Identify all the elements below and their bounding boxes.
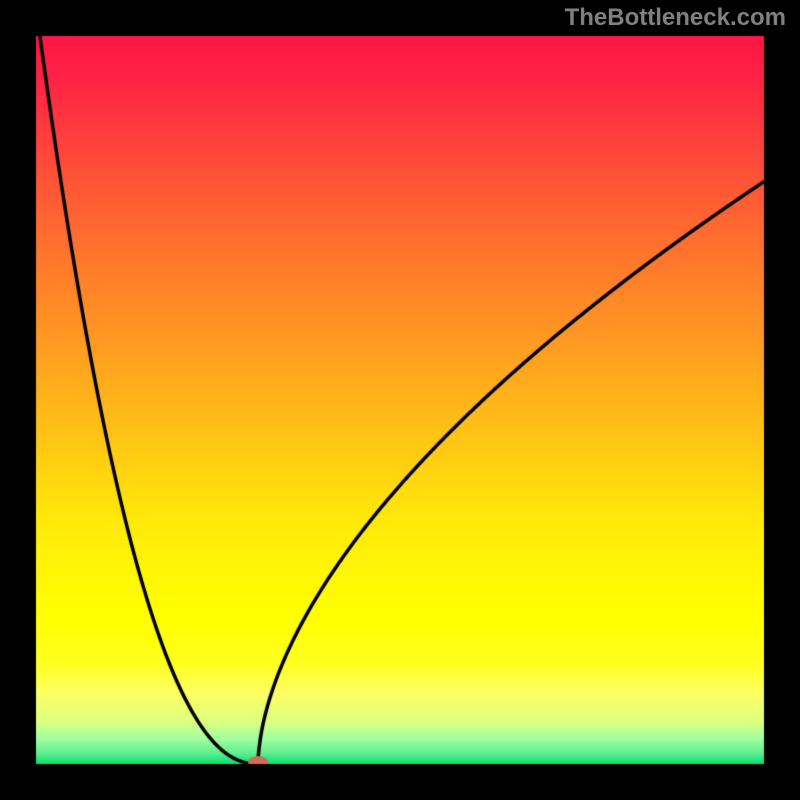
bottleneck-v-chart [0, 0, 800, 800]
watermark-text: TheBottleneck.com [565, 4, 786, 32]
chart-container: TheBottleneck.com [0, 0, 800, 800]
